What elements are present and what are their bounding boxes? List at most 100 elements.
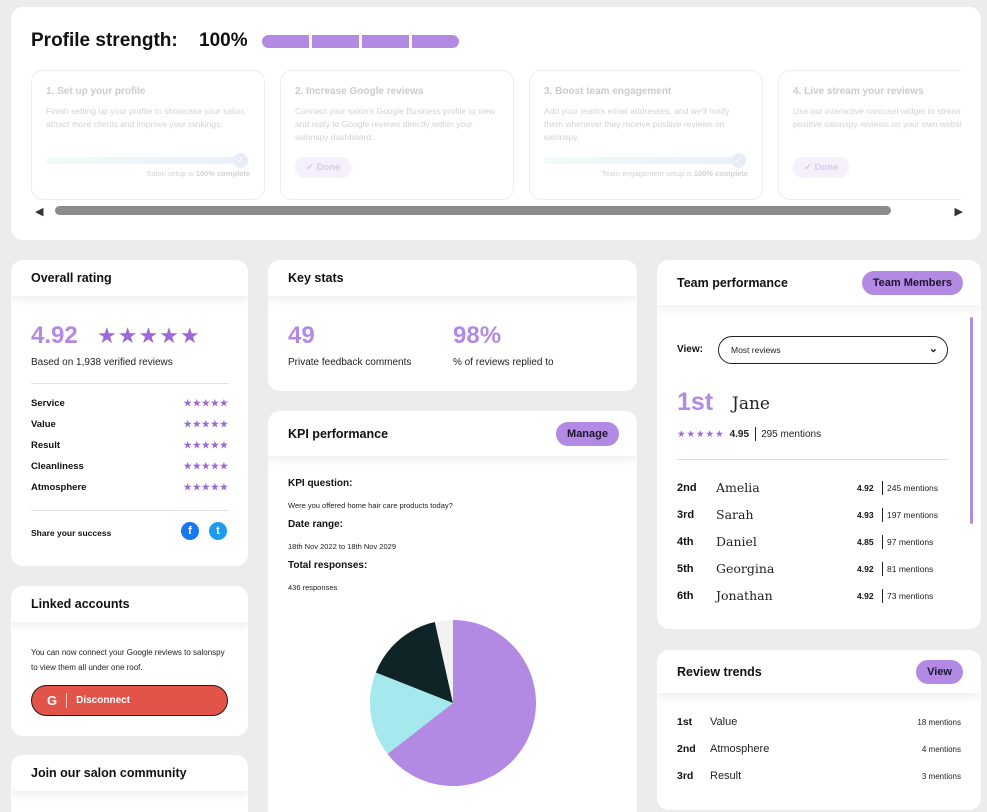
linked-accounts-text: You can now connect your Google reviews …	[31, 648, 225, 672]
category-rating-value: Value ★★★★★	[31, 419, 229, 430]
profile-strength-title: Profile strength:	[31, 30, 178, 51]
linked-accounts-card: Linked accounts You can now connect your…	[11, 586, 248, 736]
step-title: 1. Set up your profile	[46, 86, 146, 97]
horizontal-scrollbar[interactable]: ◀ ▶	[35, 203, 963, 219]
scroll-left-icon[interactable]: ◀	[35, 206, 44, 218]
profile-strength-value: 100%	[199, 30, 248, 51]
step-note: Team engagement setup is 100% complete	[601, 169, 748, 178]
step-card-profile[interactable]: 1. Set up your profile Finish setting up…	[31, 70, 265, 200]
step-progress-bar: ✓	[46, 153, 248, 168]
chevron-down-icon: ⌄	[928, 343, 938, 355]
card-title: Key stats	[288, 271, 344, 285]
card-title: KPI performance	[288, 426, 389, 441]
top-rank: 1st	[677, 388, 714, 416]
category-rating-atmosphere: Atmosphere ★★★★★	[31, 482, 229, 493]
private-feedback-value: 49	[288, 322, 315, 349]
star-icon: ★★★★★	[183, 461, 229, 471]
divider	[31, 383, 229, 384]
divider	[66, 693, 68, 708]
step-description: Use our interactive carousel widget to s…	[793, 106, 961, 129]
card-title: Linked accounts	[31, 597, 130, 611]
pie-slice-2	[370, 672, 453, 754]
card-header: Team performance Team Members	[657, 260, 981, 305]
pie-slice-1	[387, 620, 536, 786]
manage-button[interactable]: Manage	[556, 421, 619, 446]
view-trends-button[interactable]: View	[916, 659, 963, 684]
team-member-row: 5th Georgina 4.92 81 mentions	[677, 561, 934, 576]
star-rating-icon: ★★★★★	[97, 323, 201, 348]
star-icon: ★★★★★	[183, 482, 229, 492]
divider	[31, 510, 229, 511]
overall-rating-value: 4.92	[31, 322, 78, 349]
team-member-row: 6th Jonathan 4.92 73 mentions	[677, 588, 934, 603]
date-range-label: Date range:	[288, 519, 344, 530]
team-member-row: 4th Daniel 4.85 97 mentions	[677, 534, 934, 549]
top-member-stats: ★★★★★ 4.95 295 mentions	[677, 427, 822, 441]
step-title: 3. Boost team engagement	[544, 86, 672, 97]
twitter-icon[interactable]: t	[209, 522, 227, 540]
kpi-pie-chart	[370, 620, 536, 786]
disconnect-button[interactable]: G Disconnect	[31, 685, 228, 716]
category-rating-result: Result ★★★★★	[31, 440, 229, 451]
scrollbar-thumb[interactable]	[55, 206, 891, 215]
check-icon: ✓	[731, 153, 746, 168]
key-stats-card: Key stats 49 Private feedback comments 9…	[268, 260, 637, 391]
vertical-scrollbar[interactable]	[970, 317, 973, 524]
step-card-team-engagement[interactable]: 3. Boost team engagement Add your team's…	[529, 70, 763, 200]
team-member-row: 3rd Sarah 4.93 197 mentions	[677, 507, 939, 522]
card-title: Overall rating	[31, 271, 112, 285]
card-header: Overall rating	[11, 260, 248, 296]
top-member-name: Jane	[732, 394, 770, 414]
category-rating-service: Service ★★★★★	[31, 398, 229, 409]
progress-segment	[312, 35, 359, 48]
total-responses-label: Total responses:	[288, 560, 368, 571]
profile-strength-bar	[262, 35, 459, 48]
disconnect-label: Disconnect	[76, 695, 131, 706]
reviews-replied-value: 98%	[453, 322, 502, 349]
step-title: 4. Live stream your reviews	[793, 86, 924, 97]
category-rating-cleanliness: Cleanliness ★★★★★	[31, 461, 229, 472]
view-select[interactable]: Most reviews ⌄	[718, 336, 948, 364]
card-header: Review trends View	[657, 650, 981, 693]
setup-steps-carousel[interactable]: 1. Set up your profile Finish setting up…	[31, 70, 961, 202]
facebook-icon[interactable]: f	[181, 522, 199, 540]
overall-rating-card: Overall rating 4.92 ★★★★★ Based on 1,938…	[11, 260, 248, 566]
step-card-live-stream[interactable]: 4. Live stream your reviews Use our inte…	[778, 70, 961, 200]
step-card-google-reviews[interactable]: 2. Increase Google reviews Connect your …	[280, 70, 514, 200]
card-header: Key stats	[268, 260, 637, 296]
date-range-value: 18th Nov 2022 to 18th Nov 2029	[288, 542, 396, 551]
step-note: Salon setup is 100% complete	[146, 169, 250, 178]
card-title: Join our salon community	[31, 766, 187, 780]
done-badge: ✓ Done	[793, 157, 850, 178]
star-icon: ★★★★★	[183, 440, 229, 450]
view-label: View:	[677, 344, 703, 355]
scroll-right-icon[interactable]: ▶	[954, 206, 963, 218]
card-header: Linked accounts	[11, 586, 248, 622]
step-description: Connect your salon's Google Business pro…	[295, 106, 496, 142]
team-members-button[interactable]: Team Members	[861, 270, 963, 295]
star-icon: ★★★★★	[677, 428, 725, 440]
google-icon: G	[47, 693, 58, 708]
progress-segment	[362, 35, 409, 48]
pie-slice-4	[434, 620, 453, 703]
team-performance-card: Team performance Team Members View: Most…	[657, 260, 981, 629]
card-header: KPI performance Manage	[268, 411, 637, 456]
team-member-row: 2nd Amelia 4.92 245 mentions	[677, 480, 939, 495]
divider	[677, 459, 949, 460]
star-icon: ★★★★★	[183, 419, 229, 429]
join-community-card: Join our salon community	[11, 755, 248, 812]
kpi-question-value: Were you offered home hair care products…	[288, 501, 453, 510]
step-description: Finish setting up your profile to showca…	[46, 106, 246, 129]
review-trends-card: Review trends View 1st Value 18 mentions 2…	[657, 650, 981, 810]
private-feedback-label: Private feedback comments	[288, 357, 412, 368]
step-title: 2. Increase Google reviews	[295, 86, 424, 97]
kpi-performance-card: KPI performance Manage KPI question: Wer…	[268, 411, 637, 812]
pie-slice-3	[375, 621, 453, 703]
step-progress-bar: ✓	[544, 153, 746, 168]
card-title: Team performance	[677, 275, 788, 290]
step-description: Add your team's email addresses, and we'…	[544, 106, 730, 142]
reviews-replied-label: % of reviews replied to	[453, 357, 554, 368]
progress-segment	[262, 35, 309, 48]
share-label: Share your success	[31, 528, 112, 538]
profile-strength-card: Profile strength: 100% 1. Set up your pr…	[11, 7, 981, 240]
